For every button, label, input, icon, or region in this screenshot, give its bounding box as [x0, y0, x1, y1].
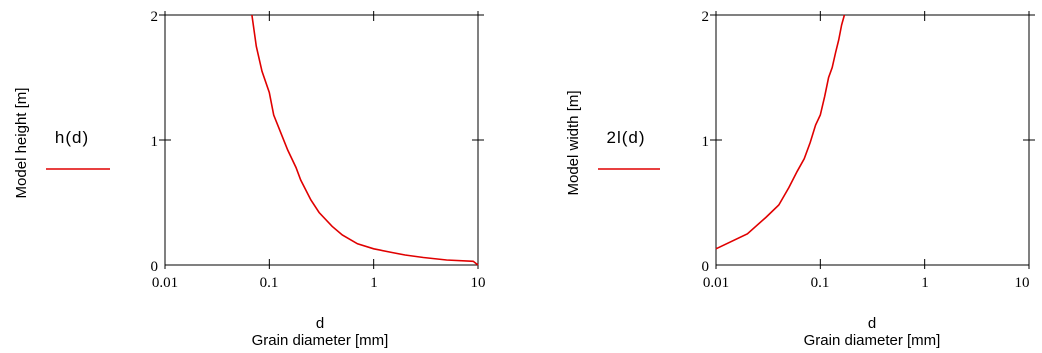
plot-frame — [715, 14, 1030, 266]
y-tick-label-1: 1 — [151, 134, 159, 150]
axis-ticks — [159, 11, 484, 269]
y-tick-label-2: 2 — [151, 9, 159, 25]
x-tick-label-1: 0.1 — [260, 275, 279, 291]
y-axis-label: Model height [m] — [13, 88, 30, 199]
chart-model-height: Model height [m] h(d) 2 1 0 0.01 0.1 1 1… — [13, 9, 486, 349]
series-line-2l — [715, 14, 846, 250]
x-tick-label-2: 1 — [921, 275, 929, 291]
y-tick-label-0: 0 — [702, 259, 710, 275]
axis-ticks — [710, 11, 1035, 269]
x-tick-label-1: 0.1 — [811, 275, 830, 291]
y-tick-label-1: 1 — [702, 134, 710, 150]
legend-label: 2l(d) — [606, 128, 645, 147]
plot-frame — [164, 14, 479, 266]
legend-label: h(d) — [55, 128, 89, 147]
x-tick-label-0: 0.01 — [703, 275, 729, 291]
x-tick-label-3: 10 — [1015, 275, 1030, 291]
y-tick-label-2: 2 — [702, 9, 710, 25]
x-axis-variable: d — [868, 315, 876, 332]
x-tick-label-0: 0.01 — [152, 275, 178, 291]
y-tick-label-0: 0 — [151, 259, 159, 275]
y-axis-label: Model width [m] — [565, 90, 582, 195]
x-axis-variable: d — [316, 315, 324, 332]
series-line-h — [251, 14, 479, 266]
x-tick-label-2: 1 — [370, 275, 378, 291]
chart-model-width: Model width [m] 2l(d) 2 1 0 0.01 0.1 1 1… — [565, 9, 1035, 349]
x-axis-label: Grain diameter [mm] — [804, 332, 941, 349]
x-tick-label-3: 10 — [471, 275, 486, 291]
x-axis-label: Grain diameter [mm] — [252, 332, 389, 349]
